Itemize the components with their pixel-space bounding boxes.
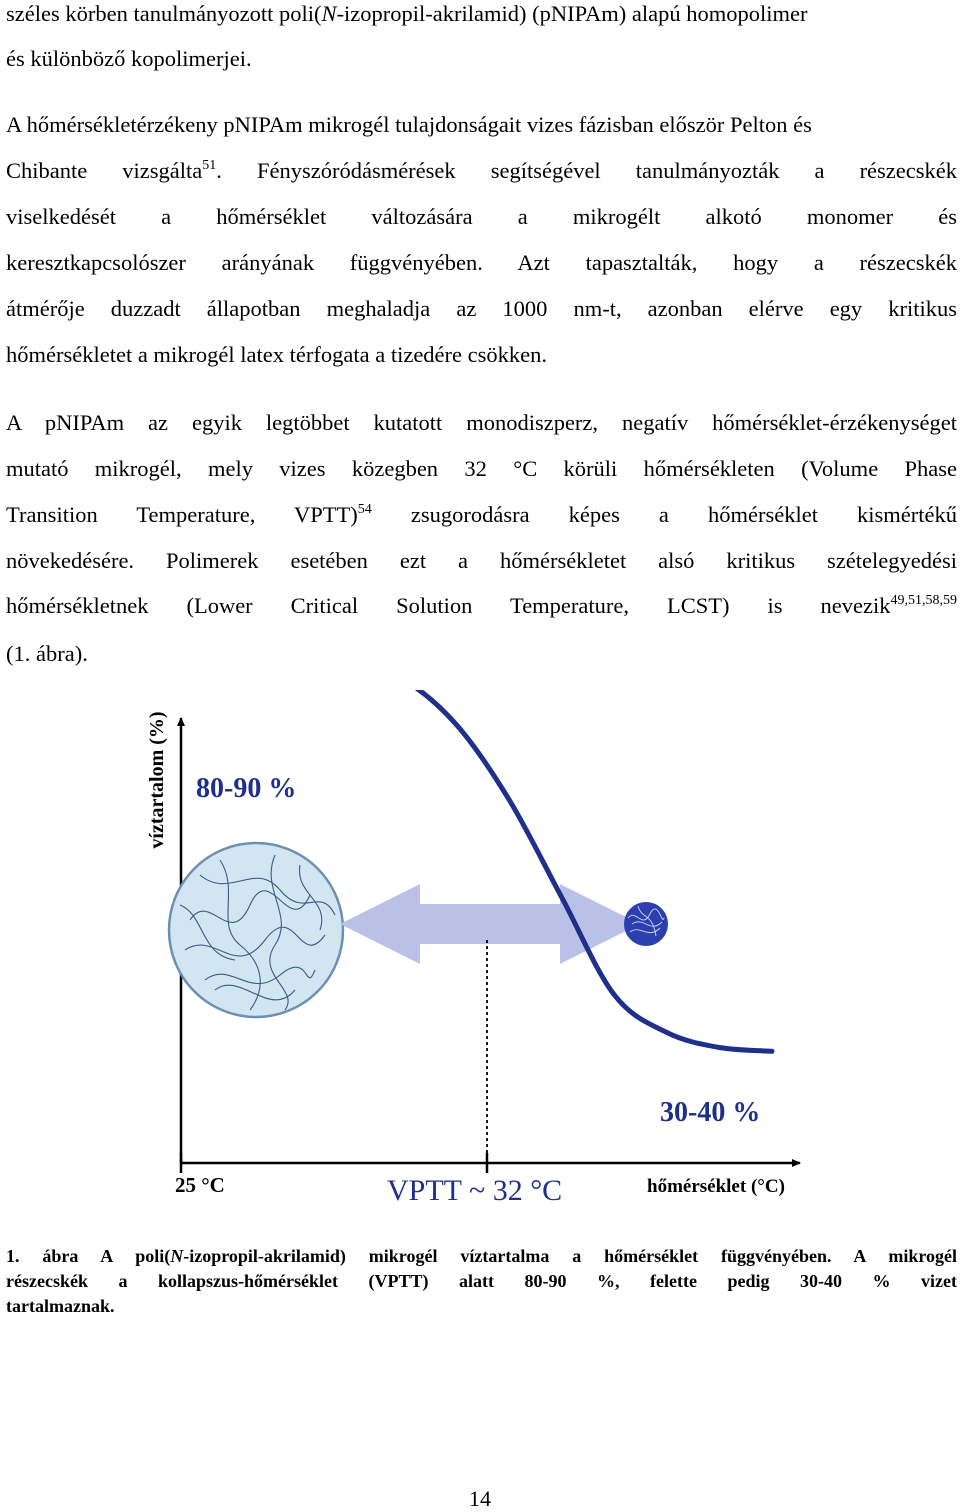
citation-54: 54: [357, 502, 372, 517]
citation-49-59: 49,51,58,59: [890, 593, 958, 608]
collapsed-microgel-particle: [624, 902, 668, 946]
high-water-content-label: 80-90 %: [196, 773, 296, 804]
para2-line6: hőmérsékletet a mikrogél latex térfogata…: [6, 342, 547, 367]
low-water-content-label: 30-40 %: [660, 1097, 760, 1128]
citation-51: 51: [202, 158, 217, 173]
figure-caption-line1: 1. ábra A poli(N-izopropil-akrilamid) mi…: [6, 1244, 957, 1268]
figure-1-chart: víztartalom (%) 80-90 % 30-40 % 25 °C VP…: [146, 690, 801, 1207]
caption-line1-b: -izopropil-akrilamid) mikrogél víztartal…: [183, 1246, 957, 1266]
para3-line5: hőmérsékletnek (Lower Critical Solution …: [6, 592, 957, 620]
para2-line4: keresztkapcsolószer arányának függvényéb…: [6, 250, 957, 275]
y-axis-label: víztartalom (%): [146, 711, 168, 848]
para2-line1: A hőmérsékletérzékeny pNIPAm mikrogél tu…: [6, 112, 812, 137]
para2-line2: Chibante vizsgálta51. Fényszóródásmérése…: [6, 157, 957, 185]
para1-line1-b: -izopropil-akrilamid) (pNIPAm) alapú hom…: [336, 1, 808, 26]
para1-line1-a: széles körben tanulmányozott poli(: [6, 1, 322, 26]
para3-line4: növekedésére. Polimerek esetében ezt a h…: [6, 548, 957, 573]
para3-line2: mutató mikrogél, mely vizes közegben 32 …: [6, 456, 957, 481]
para3-line6: (1. ábra).: [6, 641, 88, 666]
para3-line3-b: zsugorodásra képes a hőmérséklet kismért…: [410, 502, 957, 527]
swollen-microgel-particle: [167, 841, 345, 1019]
para3-line5-a: hőmérsékletnek (Lower Critical Solution …: [6, 593, 891, 618]
vptt-label: VPTT ~ 32 °C: [387, 1174, 562, 1207]
figure-caption-line3: tartalmaznak.: [6, 1296, 115, 1316]
transition-double-arrow: [340, 884, 640, 964]
para3-line3: Transition Temperature, VPTT)54 zsugorod…: [6, 501, 957, 529]
para1-line1-italic: N: [321, 1, 337, 26]
x-axis-label: hőmérséklet (°C): [647, 1176, 785, 1197]
para2-line2-a: Chibante vizsgálta: [6, 158, 203, 183]
para2-line3: viselkedését a hőmérséklet változására a…: [6, 204, 957, 229]
caption-line1-italic: N: [170, 1246, 184, 1266]
page-number: 14: [469, 1486, 491, 1511]
para1-line1: széles körben tanulmányozott poli(N-izop…: [6, 0, 957, 28]
para3-line1: A pNIPAm az egyik legtöbbet kutatott mon…: [6, 410, 957, 435]
x-start-label: 25 °C: [175, 1173, 225, 1197]
para2-line2-b: . Fényszóródásmérések segítségével tanul…: [216, 158, 958, 183]
caption-line1-a: 1. ábra A poli(: [6, 1246, 171, 1266]
para1-line2: és különböző kopolimerjei.: [6, 46, 252, 71]
water-content-curve: [414, 690, 775, 1054]
para2-line5: átmérője duzzadt állapotban meghaladja a…: [6, 296, 957, 321]
figure-caption-line2: részecskék a kollapszus-hőmérséklet (VPT…: [6, 1271, 957, 1291]
para3-line3-a: Transition Temperature, VPTT): [6, 502, 358, 527]
